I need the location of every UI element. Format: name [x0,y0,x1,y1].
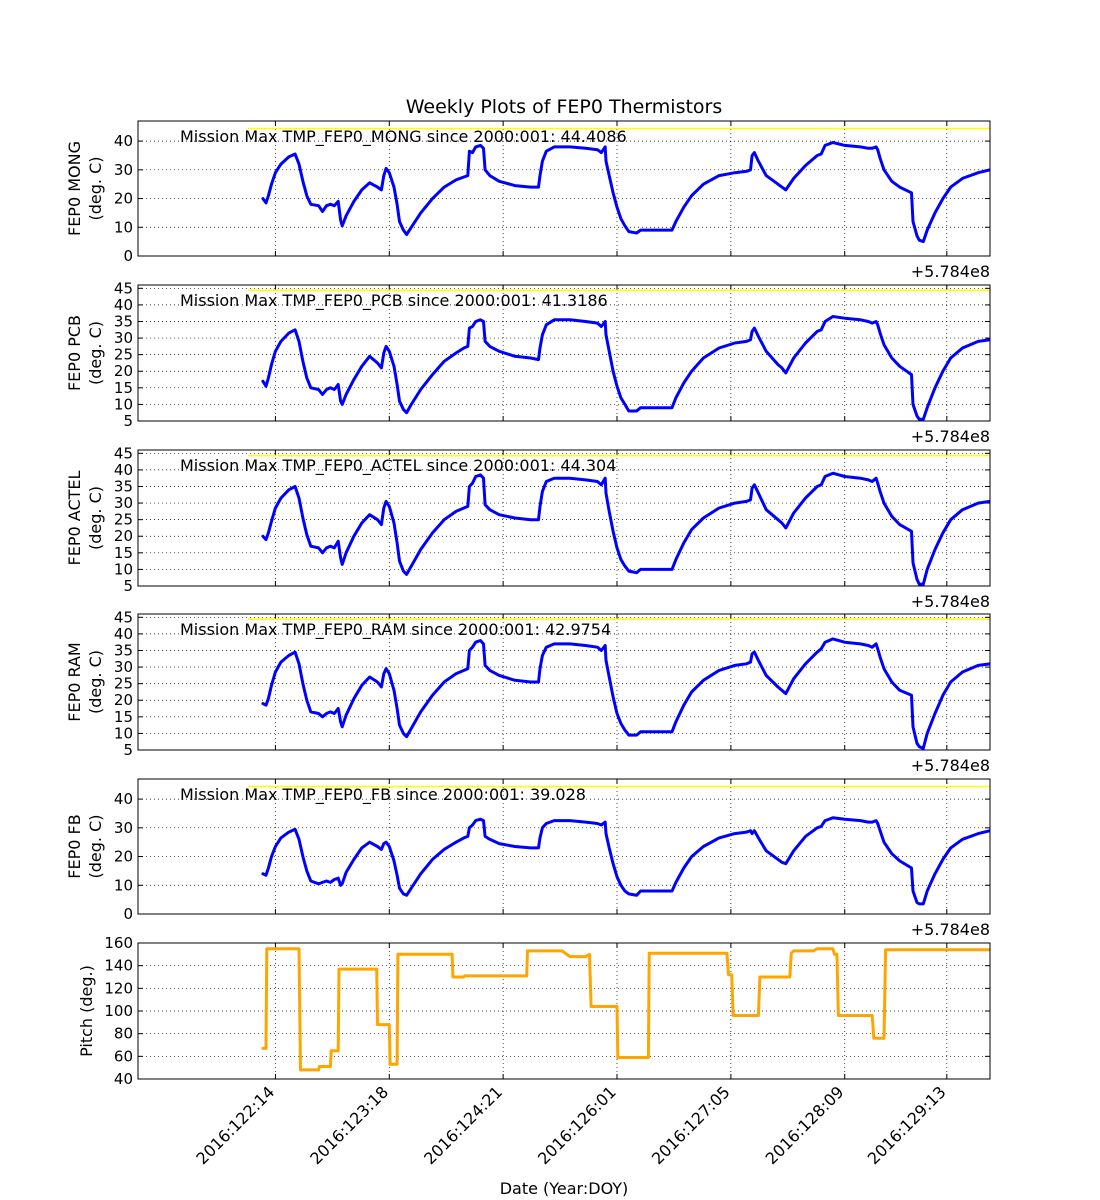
y-tick-label: 40 [114,296,133,314]
panel-fb: 0 10 20 30 40 Mission Max TMP_FEP0_FB since 2… [65,778,991,939]
x-offset-label: +5.784e8 [911,262,990,281]
chart-title: Weekly Plots of FEP0 Thermistors [406,96,723,118]
y-tick-label: 140 [104,957,133,975]
y-tick-label: 25 [114,675,133,693]
x-tick-label: 2016:126:01 [534,1082,620,1168]
y-tick-label: 20 [114,527,133,545]
y-tick-label: 160 [104,934,133,952]
x-offset-label: +5.784e8 [911,920,990,939]
y-tick-label: 120 [104,979,133,997]
y-axis-unit-label: (deg. C) [86,815,105,879]
y-tick-label: 20 [114,362,133,380]
y-tick-label: 35 [114,641,133,659]
y-axis-label: FEP0 MONG [65,141,84,236]
axes-frame [137,284,991,422]
x-offset-label: +5.784e8 [911,427,990,446]
x-tick-label: 2016:128:09 [762,1082,848,1168]
x-offset-label: +5.784e8 [911,592,990,611]
y-tick-label: 30 [114,658,133,676]
y-tick-label: 25 [114,511,133,529]
ram-series-line [261,637,990,750]
axes-frame [137,942,991,1080]
y-tick-label: 10 [114,395,133,413]
panels: 0 10 20 30 40 Mission Max TMP_FEP0_MONG since… [65,120,991,1168]
x-tick-label: 2016:122:14 [192,1082,278,1168]
y-tick-label: 100 [104,1002,133,1020]
y-tick-label: 30 [114,329,133,347]
y-axis-label: FEP0 RAM [65,642,84,721]
y-tick-label: 20 [114,848,133,866]
axes-frame [137,778,991,915]
x-offset-label: +5.784e8 [911,756,990,775]
y-tick-label: 35 [114,477,133,495]
y-axis-unit-label: (deg. C) [86,321,105,385]
y-tick-label: 20 [114,691,133,709]
y-tick-label: 10 [114,724,133,742]
y-tick-label: 40 [114,461,133,479]
x-tick-label: 2016:129:13 [864,1082,950,1168]
y-tick-label: 5 [123,412,133,430]
y-tick-label: 0 [123,905,133,923]
y-tick-label: 30 [114,494,133,512]
y-tick-label: 15 [114,379,133,397]
pcb-series-line [261,315,990,421]
y-axis-label: FEP0 FB [65,814,84,878]
y-axis-label: FEP0 ACTEL [65,470,84,565]
y-axis-unit-label: (deg. C) [86,486,105,550]
mission-max-annotation: Mission Max TMP_FEP0_ACTEL since 2000:00… [180,456,616,476]
y-tick-label: 40 [114,625,133,643]
fb-series-line [261,816,990,906]
y-tick-label: 10 [114,560,133,578]
y-tick-label: 0 [123,247,133,265]
y-tick-label: 60 [114,1047,133,1065]
y-tick-label: 40 [114,1070,133,1088]
mission-max-annotation: Mission Max TMP_FEP0_FB since 2000:001: … [180,785,586,805]
pitch-series-line [261,947,990,1072]
y-tick-label: 80 [114,1025,133,1043]
y-tick-label: 15 [114,708,133,726]
panel-pitch: 40 60 80 100 120 140 160 2016:122:14 2016:123:18… [77,934,991,1168]
mong-series-line [261,141,990,244]
mission-max-annotation: Mission Max TMP_FEP0_MONG since 2000:001… [180,127,627,147]
y-tick-label: 20 [114,190,133,208]
y-tick-label: 40 [114,790,133,808]
y-axis-label: FEP0 PCB [65,315,84,391]
x-axis-label: Date (Year:DOY) [500,1179,629,1198]
y-tick-label: 15 [114,544,133,562]
y-tick-label: 10 [114,876,133,894]
y-tick-label: 25 [114,346,133,364]
y-tick-label: 45 [114,444,133,462]
axes-frame [137,120,991,257]
y-tick-label: 30 [114,161,133,179]
y-axis-unit-label: (deg. C) [86,157,105,221]
mission-max-annotation: Mission Max TMP_FEP0_RAM since 2000:001:… [180,620,611,640]
x-tick-label: 2016:123:18 [306,1082,392,1168]
y-tick-label: 35 [114,312,133,330]
axes-frame [137,613,991,751]
y-tick-label: 30 [114,819,133,837]
panel-mong: 0 10 20 30 40 Mission Max TMP_FEP0_MONG since… [65,120,991,281]
y-tick-label: 40 [114,132,133,150]
y-axis-unit-label: (deg. C) [86,650,105,714]
mission-max-annotation: Mission Max TMP_FEP0_PCB since 2000:001:… [180,291,608,311]
y-axis-label: Pitch (deg.) [77,965,96,1057]
x-tick-label: 2016:127:05 [648,1082,734,1168]
y-tick-label: 5 [123,577,133,595]
y-tick-label: 45 [114,608,133,626]
y-tick-label: 10 [114,218,133,236]
y-tick-label: 5 [123,741,133,759]
y-tick-label: 45 [114,279,133,297]
axes-frame [137,449,991,587]
actel-series-line [261,471,990,586]
x-tick-label: 2016:124:21 [420,1082,506,1168]
